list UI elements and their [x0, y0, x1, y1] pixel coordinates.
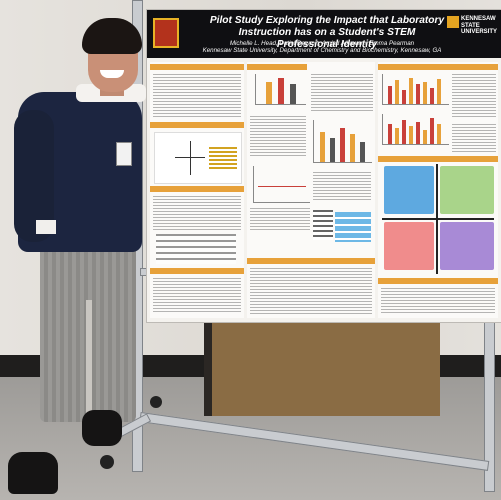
- person-shirt-cuff: [36, 220, 56, 234]
- affiliation: Kennesaw State University, Department of…: [202, 47, 442, 54]
- poster-header: Pilot Study Exploring the Impact that La…: [147, 10, 501, 58]
- easel-wheel: [100, 455, 114, 469]
- text-block: [313, 172, 371, 200]
- text-block: [381, 288, 495, 314]
- data-table: [156, 234, 236, 264]
- poster-column-3: [378, 62, 498, 318]
- chart-bar: [290, 84, 296, 104]
- author-list: Michelle L. Head, Datiel Dayani*, Amjad …: [229, 40, 415, 47]
- chart-bar: [437, 124, 441, 144]
- chart-bar: [430, 88, 434, 104]
- department-logo: [153, 18, 179, 48]
- section-header: [247, 64, 307, 70]
- chart-bar: [330, 138, 335, 162]
- bar-chart: [382, 74, 449, 105]
- poster-column-2: [247, 62, 375, 318]
- chart-bar: [416, 84, 420, 104]
- section-header: [150, 268, 244, 274]
- chart-bar: [402, 90, 406, 104]
- chart-bar: [416, 122, 420, 144]
- chart-bar: [423, 130, 427, 144]
- text-block: [250, 208, 310, 232]
- person-shoe: [8, 452, 58, 494]
- person-hair: [82, 18, 142, 54]
- chart-bar: [423, 82, 427, 104]
- trend-line: [258, 186, 306, 187]
- university-logo-text: KENNESAW STATE UNIVERSITY: [461, 16, 498, 35]
- sticky-note-green: [440, 166, 494, 214]
- section-header: [378, 64, 498, 70]
- university-logo: KENNESAW STATE UNIVERSITY: [447, 16, 499, 38]
- chart-bar: [395, 128, 399, 144]
- chart-bar: [402, 120, 406, 144]
- text-block: [452, 124, 496, 154]
- research-poster: Pilot Study Exploring the Impact that La…: [147, 10, 501, 322]
- scatter-chart: [253, 166, 310, 203]
- chart-bar: [266, 82, 272, 104]
- model-diagram: [154, 132, 242, 184]
- diagram-legend: [209, 147, 237, 169]
- chart-bar: [360, 142, 365, 162]
- sticky-note-purple: [440, 222, 494, 270]
- person-leg-gap: [86, 300, 92, 420]
- chart-bar: [409, 78, 413, 104]
- chart-bar: [430, 118, 434, 144]
- sticky-note-blue: [384, 166, 434, 214]
- text-block: [153, 196, 241, 230]
- text-block: [153, 278, 241, 314]
- text-block: [250, 268, 372, 314]
- section-header: [378, 156, 498, 162]
- section-header: [247, 258, 375, 264]
- bar-chart: [313, 120, 372, 163]
- door-frame: [204, 286, 212, 416]
- chart-bar: [409, 126, 413, 144]
- poster-title: Pilot Study Exploring the Impact that La…: [209, 15, 445, 50]
- section-header: [150, 122, 244, 128]
- section-header: [150, 64, 244, 70]
- text-block: [250, 116, 306, 156]
- text-block: [153, 74, 241, 118]
- person-smile: [100, 70, 124, 78]
- chart-bar: [350, 134, 355, 162]
- chart-bar: [320, 132, 325, 162]
- text-block: [311, 74, 373, 112]
- chart-bar: [437, 79, 441, 104]
- easel-wheel: [150, 396, 162, 408]
- bar-chart: [255, 74, 306, 105]
- quadrant-axis: [382, 218, 494, 220]
- chart-bar: [388, 124, 392, 144]
- text-block: [452, 74, 496, 118]
- poster-column-1: [150, 62, 244, 318]
- chart-bar: [395, 80, 399, 104]
- sticky-note-pink: [384, 222, 434, 270]
- section-header: [150, 186, 244, 192]
- colored-table: [335, 212, 371, 242]
- name-badge: [116, 142, 132, 166]
- section-header: [378, 278, 498, 284]
- chart-bar: [278, 78, 284, 104]
- bar-chart: [382, 114, 449, 145]
- data-table: [313, 210, 333, 240]
- chart-bar: [388, 86, 392, 104]
- chart-bar: [340, 128, 345, 162]
- poster-authors: Michelle L. Head, Datiel Dayani*, Amjad …: [187, 40, 457, 54]
- diagram-axis: [190, 141, 191, 175]
- person-shoe: [82, 410, 122, 446]
- university-logo-mark: [447, 16, 459, 28]
